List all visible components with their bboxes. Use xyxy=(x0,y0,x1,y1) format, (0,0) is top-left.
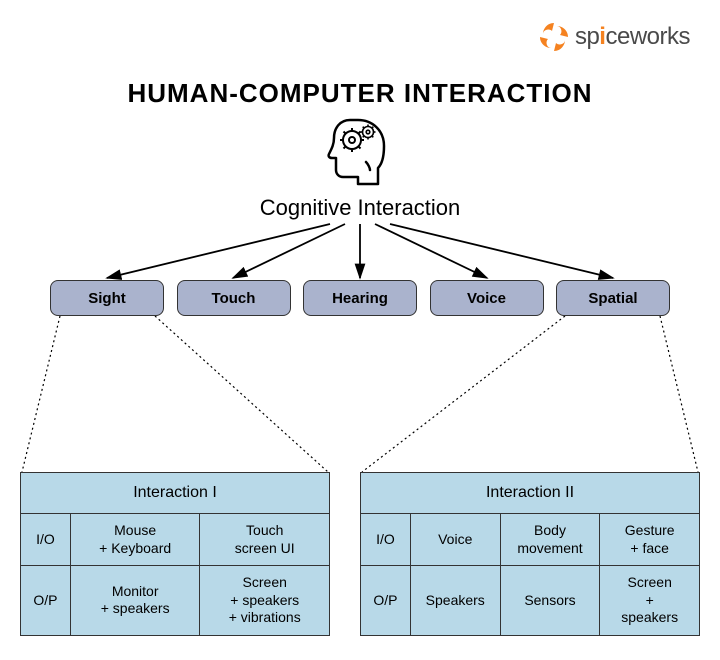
table2-r1-c0: Speakers xyxy=(410,566,500,636)
table1-r0-c0: Mouse+ Keyboard xyxy=(70,514,200,566)
table1-r1-c1: Screen+ speakers+ vibrations xyxy=(200,566,330,636)
sense-touch: Touch xyxy=(177,280,291,316)
sense-hearing: Hearing xyxy=(303,280,417,316)
table2-r0-c1: Bodymovement xyxy=(500,514,600,566)
table1-title: Interaction I xyxy=(21,473,330,514)
interaction-table-2: Interaction II I/O Voice Bodymovement Ge… xyxy=(360,472,700,636)
table2-r0-c2: Gesture+ face xyxy=(600,514,700,566)
table1-r0-c1: Touchscreen UI xyxy=(200,514,330,566)
spiral-icon xyxy=(537,20,571,54)
fanout-arrows xyxy=(50,222,670,282)
table2-r0-label: I/O xyxy=(361,514,411,566)
table2-r1-c1: Sensors xyxy=(500,566,600,636)
table2-r1-label: O/P xyxy=(361,566,411,636)
table2-r0-c0: Voice xyxy=(410,514,500,566)
head-gears-icon xyxy=(320,112,400,197)
brand-logo: spiceworks xyxy=(537,20,690,54)
table1-r1-label: O/P xyxy=(21,566,71,636)
sense-spatial: Spatial xyxy=(556,280,670,316)
dotted-connectors xyxy=(0,316,720,496)
sense-row: Sight Touch Hearing Voice Spatial xyxy=(50,280,670,316)
tables-row: Interaction I I/O Mouse+ Keyboard Touchs… xyxy=(20,472,700,636)
table2-title: Interaction II xyxy=(361,473,700,514)
subtitle: Cognitive Interaction xyxy=(0,195,720,221)
table2-r1-c2: Screen+speakers xyxy=(600,566,700,636)
main-title: HUMAN-COMPUTER INTERACTION xyxy=(0,78,720,109)
brand-name: spiceworks xyxy=(575,23,690,51)
sense-voice: Voice xyxy=(430,280,544,316)
interaction-table-1: Interaction I I/O Mouse+ Keyboard Touchs… xyxy=(20,472,330,636)
table1-r1-c0: Monitor+ speakers xyxy=(70,566,200,636)
table1-r0-label: I/O xyxy=(21,514,71,566)
sense-sight: Sight xyxy=(50,280,164,316)
